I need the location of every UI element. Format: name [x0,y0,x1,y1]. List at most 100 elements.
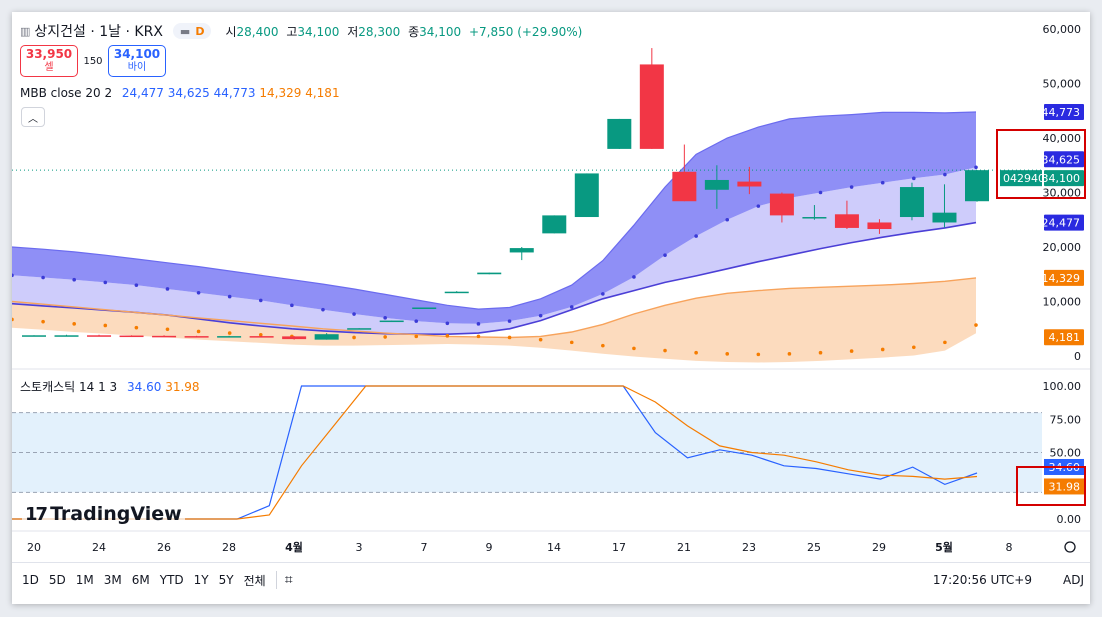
indicator-legend[interactable]: MBB close 20 2 24,477 34,625 44,773 14,3… [20,86,340,100]
indicator-value: 14,329 [259,86,302,100]
period-button[interactable]: 1Y [193,573,209,587]
candle-body [477,272,502,275]
candle-body [899,187,924,218]
period-button[interactable]: 1M [75,573,94,587]
symbol-title[interactable]: 상지건설 · 1날 · KRX [34,24,163,40]
orange-dot [569,340,574,345]
stochastic-legend[interactable]: 스토캐스틱 14 1 3 34.60 31.98 [20,378,200,395]
sell-price: 33,950 [25,47,73,61]
basis-dot [880,180,885,185]
candle-body [282,336,307,340]
candle-body [249,336,274,338]
x-axis-tick: 25 [807,541,821,554]
minus-icon: ▬ [179,24,191,38]
y-axis-tick: 60,000 [1043,23,1082,36]
delay-badge[interactable]: ▬ D [172,23,212,39]
orange-dot [849,349,854,353]
collapse-legend-button[interactable]: ︿ [21,107,45,127]
symbol-header: ▥ 상지건설 · 1날 · KRX ▬ D 시28,400 고34,100 저28… [20,21,586,41]
stoch-y-tick: 75.00 [1050,413,1082,426]
main-pane-plot[interactable] [12,48,989,363]
basis-dot [849,185,854,189]
ohlc-values: 시28,400 고34,100 저28,300 종34,100 +7,850 (… [225,23,586,40]
candle-body [834,214,859,228]
period-button[interactable]: YTD [159,573,184,587]
open-value: 28,400 [236,24,279,39]
candle-body [119,335,144,338]
bottom-toolbar: 1D 5D 1M 3M 6M YTD 1Y 5Y 전체 ⌗ 17:20:56 U… [12,562,1090,604]
date-range-icon[interactable]: ⌗ [284,572,293,588]
buy-price: 34,100 [113,47,161,61]
symbol-code-badge: 042940 [1003,172,1045,185]
adj-button[interactable]: ADJ [1063,573,1084,587]
indicator-value: 4,181 [305,86,340,100]
candle-body [574,173,599,218]
basis-badge: 34,625 [1042,153,1081,166]
basis-dot [818,190,823,195]
basis-dot [694,234,698,238]
high-key: 고 [286,24,298,39]
orange-dot [601,343,605,348]
basis-dot [663,253,667,257]
basis-dot [756,204,761,208]
period-button[interactable]: 전체 [243,573,266,588]
stoch-d-badge: 31.98 [1049,480,1081,493]
candle-body [639,64,664,149]
period-button[interactable]: 6M [131,573,150,587]
candle-body [509,248,534,253]
upper-band-fill [12,112,976,324]
indicator-name: MBB close 20 2 [20,86,113,100]
candle-body [802,217,827,219]
buy-button[interactable]: 34,100 바이 [108,45,166,77]
delay-badge-label: D [195,24,205,38]
basis-dot [601,292,605,296]
candle-body [152,335,177,338]
orange-dot [196,329,201,334]
chevron-up-icon: ︿ [28,113,38,125]
trade-panel: 33,950 셀 150 34,100 바이 [20,45,166,77]
period-button[interactable]: 5D [48,573,66,587]
last-price-badge-bg [1044,170,1084,187]
period-button[interactable]: 3M [103,573,122,587]
stochastic-k-value: 34.60 [127,380,162,394]
basis-dot [383,316,387,320]
period-button[interactable]: 5Y [218,573,234,587]
orange-dot [507,335,512,340]
upper-band-badge-bg [1044,103,1084,120]
basis-dot [943,172,947,177]
candle-body [412,307,437,309]
orange-dot [974,323,978,327]
toolbar-divider [275,571,277,589]
period-button[interactable]: 1D [22,573,39,587]
orange-dot [103,323,108,328]
candle-body [314,334,339,340]
price-chart[interactable]: 0 10,000 20,000 30,000 40,000 50,000 60,000 44,… [12,12,1090,562]
orange-dot [383,335,387,339]
orange-lower-badge-bg [1044,329,1084,346]
lower-band-badge-bg [1044,214,1084,231]
sell-button[interactable]: 33,950 셀 [20,45,78,77]
lower-band-fill [12,277,976,363]
x-axis-tick: 26 [157,541,171,554]
orange-dot [632,346,636,351]
tradingview-logo[interactable]: 17 TradingView [22,503,185,525]
orange-upper-line [12,277,977,339]
candle-body [217,336,242,338]
x-axis-tick: 7 [421,541,428,554]
low-key: 저 [347,24,359,39]
candle-body [379,320,404,323]
basis-dot [974,165,978,170]
clock[interactable]: 17:20:56 UTC+9 [932,573,1032,587]
orange-dot [694,350,698,355]
close-value: 34,100 [419,24,462,39]
orange-dot [134,325,139,330]
basis-dot [414,319,419,323]
highlight-box-price [996,129,1086,199]
x-axis-tick: 4월 [285,540,303,554]
y-axis-tick: 0 [1074,350,1081,363]
candle-body [444,291,469,294]
orange-upper-badge-bg [1044,269,1084,286]
candle-body [347,328,372,330]
gear-icon[interactable] [1064,541,1076,553]
basis-dot [725,217,730,222]
